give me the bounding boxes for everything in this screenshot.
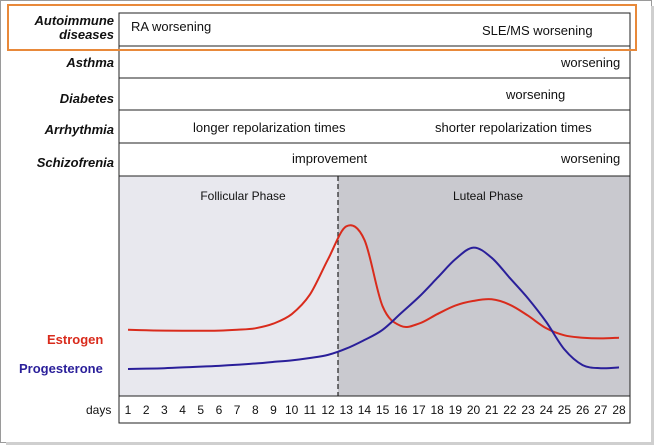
row-label-asthma: Asthma [66, 55, 114, 70]
day-tick-label: 2 [143, 403, 150, 417]
day-tick-label: 23 [521, 403, 535, 417]
day-tick-label: 1 [125, 403, 132, 417]
day-tick-label: 24 [540, 403, 554, 417]
day-tick-label: 21 [485, 403, 499, 417]
day-tick-label: 25 [558, 403, 572, 417]
autoimmune-cell [118, 12, 631, 47]
schizofrenia-right-text: worsening [561, 151, 621, 166]
series-label-estrogen: Estrogen [47, 332, 103, 347]
phase-label-follicular: Follicular Phase [200, 189, 286, 203]
phase-label-luteal: Luteal Phase [453, 189, 523, 203]
row-label-arrhythmia: Arrhythmia [44, 122, 114, 137]
row-label-autoimmune-line1: Autoimmune [34, 13, 114, 28]
diabetes-right-text: worsening [506, 87, 566, 102]
series-label-progesterone: Progesterone [19, 361, 103, 376]
rows-cell-block [118, 45, 631, 177]
schizofrenia-center-text: improvement [292, 151, 368, 166]
row-label-schizofrenia: Schizofrenia [36, 155, 114, 170]
day-tick-label: 27 [594, 403, 608, 417]
row-label-autoimmune-line2: diseases [59, 27, 114, 42]
frame-shadow [651, 6, 654, 443]
day-tick-label: 20 [467, 403, 481, 417]
day-tick-label: 12 [321, 403, 335, 417]
asthma-right-text: worsening [561, 55, 621, 70]
day-tick-label: 28 [612, 403, 626, 417]
frame-shadow [6, 442, 654, 445]
row-label-autoimmune: Autoimmune diseases [0, 14, 114, 42]
day-tick-label: 5 [197, 403, 204, 417]
progesterone-line [127, 246, 620, 370]
day-tick-label: 26 [576, 403, 590, 417]
day-tick-label: 6 [216, 403, 223, 417]
day-tick-label: 22 [503, 403, 517, 417]
days-axis-label: days [86, 403, 111, 417]
day-tick-label: 8 [252, 403, 259, 417]
arrhythmia-left-text: longer repolarization times [193, 120, 346, 135]
day-tick-label: 9 [270, 403, 277, 417]
luteal-phase-region [338, 176, 630, 396]
day-tick-label: 11 [304, 403, 317, 417]
day-tick-label: 4 [179, 403, 186, 417]
arrhythmia-right-text: shorter repolarization times [435, 120, 592, 135]
autoimmune-highlight-box [7, 4, 637, 51]
day-tick-label: 7 [234, 403, 241, 417]
estrogen-line [127, 224, 620, 340]
day-tick-label: 19 [449, 403, 463, 417]
day-tick-label: 18 [430, 403, 444, 417]
day-tick-label: 13 [340, 403, 354, 417]
follicular-phase-region [119, 176, 338, 396]
row-label-diabetes: Diabetes [59, 91, 114, 106]
days-axis-row [118, 395, 631, 424]
autoimmune-left-text: RA worsening [131, 19, 212, 34]
day-tick-label: 3 [161, 403, 168, 417]
autoimmune-right-text: SLE/MS worsening [482, 23, 593, 38]
day-tick-label: 14 [358, 403, 372, 417]
day-tick-label: 17 [412, 403, 426, 417]
day-tick-label: 16 [394, 403, 408, 417]
day-tick-labels: 1 2 3 4 5 6 7 8 9 10 11 12 13 14 15 16 17 18 19 20 21 22 23 24 2… [125, 403, 626, 417]
day-tick-label: 10 [285, 403, 299, 417]
day-tick-label: 15 [376, 403, 390, 417]
